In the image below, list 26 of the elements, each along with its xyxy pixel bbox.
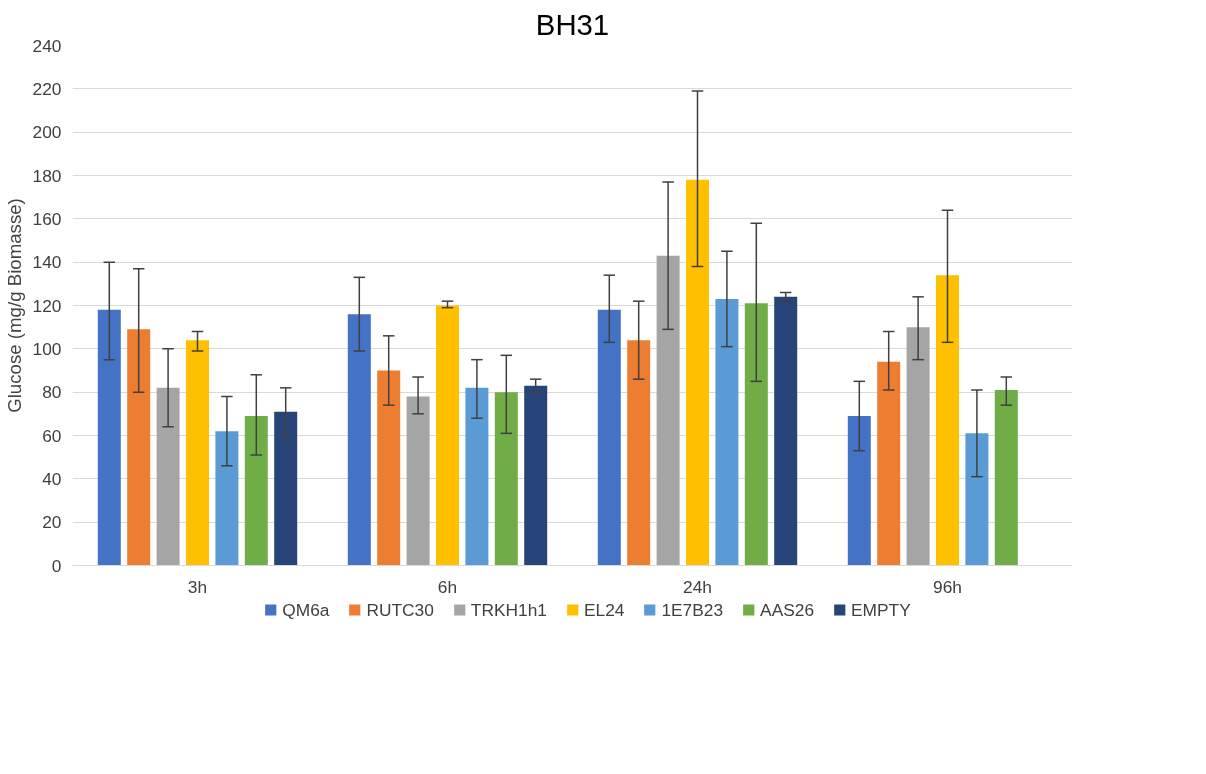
x-tick-label: 96h xyxy=(933,576,962,597)
y-tick-label: 120 xyxy=(32,295,62,316)
legend-label: AAS26 xyxy=(760,599,815,620)
y-tick-label: 0 xyxy=(51,555,62,576)
y-tick-label: 20 xyxy=(42,512,62,533)
legend-label: 1E7B23 xyxy=(661,599,724,620)
y-tick-label: 40 xyxy=(42,468,62,489)
legend-label: TRKH1h1 xyxy=(470,599,547,620)
x-tick-label: 3h xyxy=(187,576,208,597)
y-tick-label: 220 xyxy=(32,78,62,99)
y-tick-label: 160 xyxy=(32,208,62,229)
x-tick-label: 6h xyxy=(437,576,458,597)
y-axis-title: Glucose (mg/g Biomasse) xyxy=(3,198,25,413)
chart-title: BH31 xyxy=(535,7,610,41)
y-tick-label: 60 xyxy=(42,425,62,446)
legend-label: RUTC30 xyxy=(366,599,434,620)
legend-label: EL24 xyxy=(583,599,625,620)
y-tick-label: 240 xyxy=(32,35,62,56)
x-tick-label: 24h xyxy=(683,576,712,597)
legend-label: EMPTY xyxy=(851,599,911,620)
y-tick-label: 100 xyxy=(32,338,62,359)
y-tick-label: 80 xyxy=(42,382,62,403)
legend-label: QM6a xyxy=(282,599,330,620)
y-tick-label: 140 xyxy=(32,252,62,273)
y-tick-label: 180 xyxy=(32,165,62,186)
y-tick-label: 200 xyxy=(32,122,62,143)
